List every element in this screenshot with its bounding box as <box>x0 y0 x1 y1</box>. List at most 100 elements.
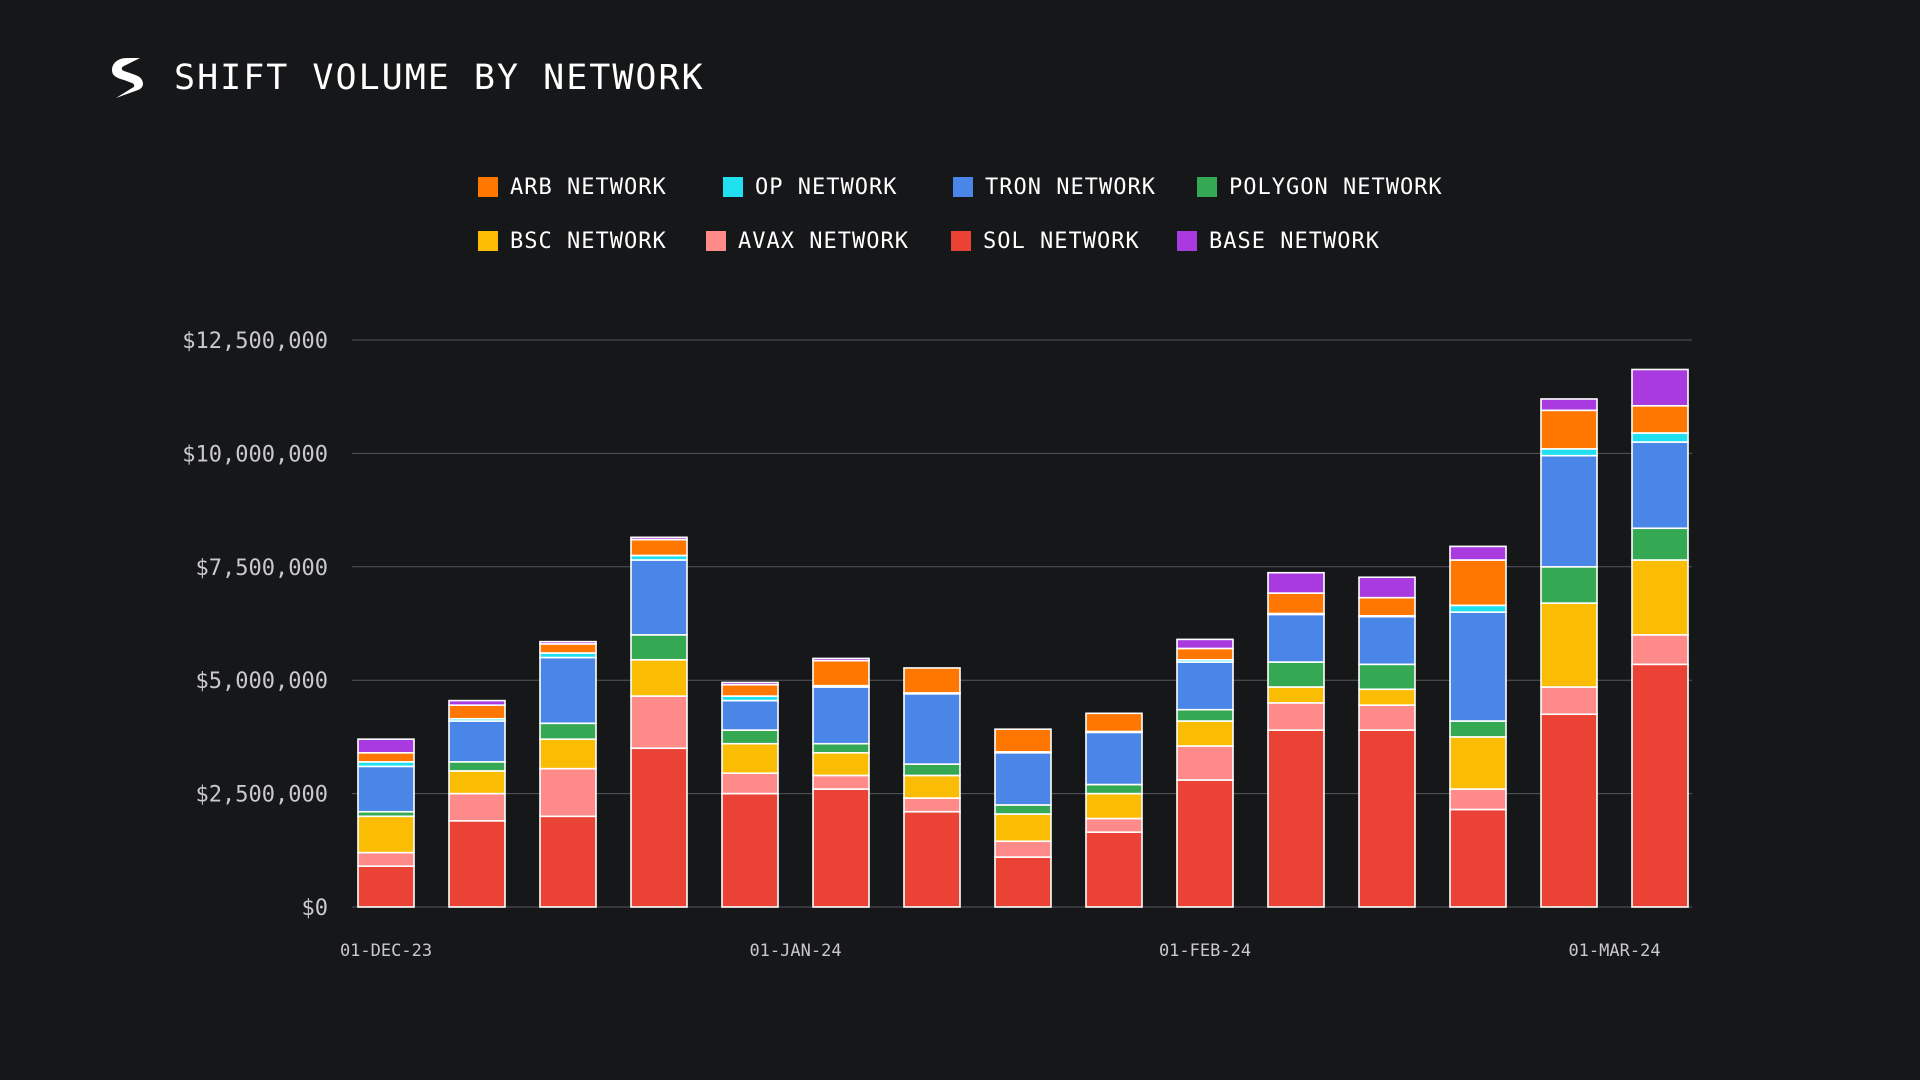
bar-segment-arb-network <box>539 643 597 654</box>
bar-segment-sol-network <box>994 856 1052 908</box>
bar-segment-bsc-network <box>1358 688 1416 706</box>
legend-item-arb-network[interactable]: ARB NETWORK <box>478 175 723 200</box>
y-tick-label: $7,500,000 <box>196 556 328 581</box>
legend-item-bsc-network[interactable]: BSC NETWORK <box>478 229 706 254</box>
legend-swatch <box>1177 231 1197 251</box>
bar-segment-sol-network <box>1449 808 1507 908</box>
bar-stack <box>903 667 961 908</box>
legend-row: BSC NETWORK AVAX NETWORK SOL NETWORK BASE N… <box>478 214 1498 268</box>
legend-label: TRON NETWORK <box>985 174 1156 200</box>
bar-segment-tron-network <box>1540 454 1598 568</box>
bar-segment-avax-network <box>448 792 506 822</box>
legend-item-sol-network[interactable]: SOL NETWORK <box>951 229 1177 254</box>
legend-label: POLYGON NETWORK <box>1229 174 1443 200</box>
bar-segment-tron-network <box>630 559 688 636</box>
legend-item-polygon-network[interactable]: POLYGON NETWORK <box>1197 175 1447 200</box>
bar-segment-tron-network <box>539 656 597 725</box>
legend-label: ARB NETWORK <box>510 174 667 200</box>
bar-segment-base-network <box>721 681 779 686</box>
bar-segment-sol-network <box>1540 713 1598 908</box>
bar-segment-base-network <box>1631 368 1689 407</box>
legend-swatch <box>953 177 973 197</box>
bar-segment-tron-network <box>721 699 779 731</box>
legend-item-avax-network[interactable]: AVAX NETWORK <box>706 229 951 254</box>
legend-swatch <box>1197 177 1217 197</box>
bar-segment-arb-network <box>1540 409 1598 450</box>
bar-segment-sol-network <box>448 820 506 908</box>
bar-segment-sol-network <box>1267 729 1325 908</box>
legend-swatch <box>951 231 971 251</box>
bar-segment-base-network <box>1540 398 1598 412</box>
bar-segment-bsc-network <box>630 658 688 697</box>
bar-segment-arb-network <box>357 751 415 763</box>
bar-segment-tron-network <box>903 693 961 765</box>
bar-segment-arb-network <box>1358 596 1416 617</box>
bar-segment-base-network <box>1449 545 1507 561</box>
bar-segment-op-network <box>1631 432 1689 443</box>
x-tick-label: 01-DEC-23 <box>340 941 432 961</box>
x-tick-label: 01-MAR-24 <box>1568 941 1660 961</box>
bar-segment-avax-network <box>721 772 779 795</box>
bar-segment-arb-network <box>1267 592 1325 615</box>
y-tick-label: $5,000,000 <box>196 669 328 694</box>
bar-segment-sol-network <box>1176 779 1234 908</box>
bar-stack <box>1449 545 1507 908</box>
bar-segment-arb-network <box>1085 712 1143 733</box>
legend-label: AVAX NETWORK <box>738 228 909 254</box>
bar-segment-arb-network <box>1449 559 1507 607</box>
bar-segment-tron-network <box>357 765 415 813</box>
bar-segment-sol-network <box>1085 831 1143 908</box>
legend-swatch <box>478 231 498 251</box>
bar-segment-polygon-network <box>1540 565 1598 604</box>
y-tick-label: $10,000,000 <box>182 442 328 467</box>
bar-segment-bsc-network <box>1540 602 1598 688</box>
bar-segment-arb-network <box>1631 404 1689 434</box>
bar-segment-base-network <box>448 699 506 706</box>
bar-segment-base-network <box>630 536 688 541</box>
bar-segment-arb-network <box>448 704 506 720</box>
legend-item-tron-network[interactable]: TRON NETWORK <box>953 175 1197 200</box>
bar-segment-tron-network <box>448 720 506 763</box>
y-tick-label: $12,500,000 <box>182 329 328 354</box>
bar-segment-bsc-network <box>994 813 1052 843</box>
bar-segment-avax-network <box>539 767 597 818</box>
y-tick-label: $0 <box>302 896 329 921</box>
bar-segment-polygon-network <box>1449 720 1507 738</box>
bar-segment-sol-network <box>812 788 870 908</box>
legend-label: BSC NETWORK <box>510 228 667 254</box>
bar-segment-arb-network <box>630 538 688 557</box>
bar-segment-avax-network <box>1631 634 1689 666</box>
bar-stack <box>1267 571 1325 908</box>
bar-segment-polygon-network <box>1631 527 1689 561</box>
chart-title: SHIFT VOLUME BY NETWORK <box>174 58 705 98</box>
bar-segment-avax-network <box>1267 702 1325 731</box>
chart-legend: ARB NETWORK OP NETWORK TRON NETWORK POLYGON… <box>478 160 1498 268</box>
bar-segment-arb-network <box>721 683 779 697</box>
bar-segment-tron-network <box>812 686 870 745</box>
legend-item-base-network[interactable]: BASE NETWORK <box>1177 229 1427 254</box>
bar-segment-avax-network <box>357 851 415 867</box>
legend-row: ARB NETWORK OP NETWORK TRON NETWORK POLYGON… <box>478 160 1498 214</box>
legend-item-op-network[interactable]: OP NETWORK <box>723 175 953 200</box>
bar-segment-bsc-network <box>1176 720 1234 747</box>
bar-segment-avax-network <box>812 774 870 790</box>
bar-segment-arb-network <box>1176 647 1234 661</box>
y-axis-labels: $0 $2,500,000 $5,000,000 $7,500,000 $10,000,… <box>182 329 328 921</box>
y-tick-label: $2,500,000 <box>196 783 328 808</box>
bar-segment-bsc-network <box>1267 686 1325 704</box>
bar-segment-polygon-network <box>539 722 597 740</box>
bar-segment-avax-network <box>1176 745 1234 781</box>
bar-segment-sol-network <box>1631 663 1689 908</box>
x-tick-label: 01-FEB-24 <box>1159 941 1251 961</box>
bar-segment-bsc-network <box>812 751 870 777</box>
bar-segment-base-network <box>1267 571 1325 594</box>
bar-segment-base-network <box>357 738 415 754</box>
bar-segment-polygon-network <box>1358 663 1416 691</box>
bar-segment-base-network <box>1358 576 1416 599</box>
bar-stack <box>1631 368 1689 908</box>
bar-segment-bsc-network <box>1085 792 1143 820</box>
bar-segment-sol-network <box>1358 729 1416 908</box>
bar-segment-arb-network <box>994 728 1052 753</box>
bar-stack <box>448 699 506 908</box>
